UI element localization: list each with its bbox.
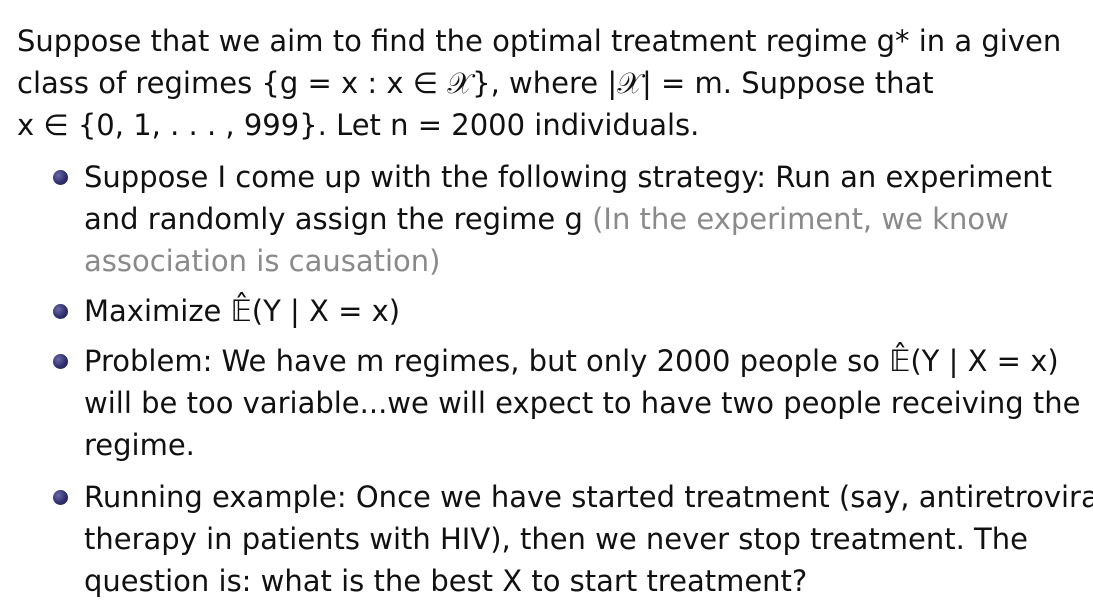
bullet-strategy: Suppose I come up with the following str… — [53, 156, 1079, 282]
bullet-strategy-line-2-text: and randomly assign the regime g — [84, 202, 583, 236]
bullet-running-example: Running example: Once we have started tr… — [53, 476, 1093, 602]
bullet-strategy-line-1: Suppose I come up with the following str… — [84, 160, 1053, 194]
intro-line-3: x ∈ {0, 1, . . . , 999}. Let n = 2000 in… — [17, 108, 700, 142]
bullet-dot-icon — [53, 170, 68, 185]
bullet-maximize-line-1: Maximize 𝔼̂(Y | X = x) — [84, 294, 401, 328]
bullet-problem-line-3: regime. — [84, 428, 195, 462]
bullet-problem-line-2: will be too variable...we will expect to… — [84, 386, 1081, 420]
bullet-dot-icon — [53, 490, 68, 505]
bullet-dot-icon — [53, 354, 68, 369]
bullet-running-example-line-2: therapy in patients with HIV), then we n… — [84, 522, 1028, 556]
bullet-running-example-line-1: Running example: Once we have started tr… — [84, 480, 1093, 514]
intro-line-1: Suppose that we aim to find the optimal … — [17, 24, 1062, 58]
bullet-running-example-line-3: question is: what is the best X to start… — [84, 564, 808, 598]
bullet-strategy-line-2: and randomly assign the regime g (In the… — [84, 198, 1079, 240]
bullet-strategy-aside-1: (In the experiment, we know — [592, 202, 1009, 236]
bullet-problem: Problem: We have m regimes, but only 200… — [53, 340, 1081, 466]
bullet-dot-icon — [53, 304, 68, 319]
intro-paragraph: Suppose that we aim to find the optimal … — [17, 20, 1077, 146]
bullet-problem-line-1: Problem: We have m regimes, but only 200… — [84, 344, 1059, 378]
bullet-maximize: Maximize 𝔼̂(Y | X = x) — [53, 290, 1079, 332]
intro-line-2: class of regimes {g = x : x ∈ 𝒳}, where … — [17, 66, 934, 100]
bullet-strategy-aside-2: association is causation) — [84, 244, 441, 278]
